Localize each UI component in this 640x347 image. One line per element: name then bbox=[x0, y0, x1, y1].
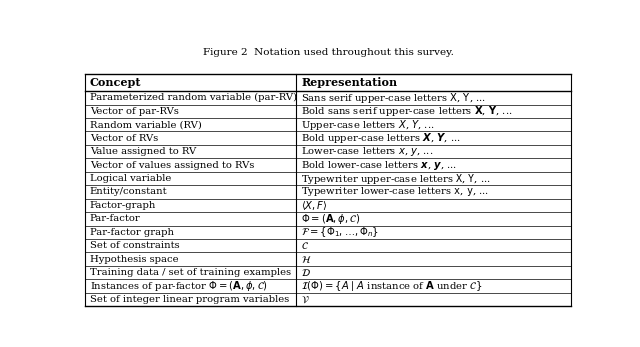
Text: Typewriter upper-case letters $\mathtt{X}$, $\mathtt{Y}$, ...: Typewriter upper-case letters $\mathtt{X… bbox=[301, 171, 491, 186]
Text: Vector of par-RVs: Vector of par-RVs bbox=[90, 107, 179, 116]
Text: Vector of RVs: Vector of RVs bbox=[90, 134, 158, 143]
Text: Random variable (RV): Random variable (RV) bbox=[90, 120, 202, 129]
Text: Vector of values assigned to RVs: Vector of values assigned to RVs bbox=[90, 161, 254, 170]
Text: Par-factor: Par-factor bbox=[90, 214, 141, 223]
Text: Sans serif upper-case letters $\mathsf{X}$, $\mathsf{Y}$, ...: Sans serif upper-case letters $\mathsf{X… bbox=[301, 91, 486, 105]
Text: Concept: Concept bbox=[90, 77, 141, 88]
Text: Lower-case letters $x$, $y$, ...: Lower-case letters $x$, $y$, ... bbox=[301, 145, 434, 158]
Text: Bold sans serif upper-case letters $\mathbf{X}$, $\mathbf{Y}$, ...: Bold sans serif upper-case letters $\mat… bbox=[301, 104, 513, 118]
Text: Representation: Representation bbox=[301, 77, 397, 88]
Text: $\mathcal{C}$: $\mathcal{C}$ bbox=[301, 240, 309, 251]
Text: $\mathcal{H}$: $\mathcal{H}$ bbox=[301, 254, 312, 265]
Text: $\mathcal{I}(\Phi) = \{A \mid A$ instance of $\mathbf{A}$ under $\mathcal{C}\}$: $\mathcal{I}(\Phi) = \{A \mid A$ instanc… bbox=[301, 279, 483, 293]
Text: $\mathcal{D}$: $\mathcal{D}$ bbox=[301, 267, 311, 278]
Text: $\langle X, F\rangle$: $\langle X, F\rangle$ bbox=[301, 199, 328, 212]
Text: Instances of par-factor $\Phi = (\mathbf{A}, \phi, \mathcal{C})$: Instances of par-factor $\Phi = (\mathbf… bbox=[90, 279, 268, 293]
Text: $\mathcal{F} = \{\Phi_1, \ldots, \Phi_n\}$: $\mathcal{F} = \{\Phi_1, \ldots, \Phi_n\… bbox=[301, 225, 380, 239]
Text: Parameterized random variable (par-RV): Parameterized random variable (par-RV) bbox=[90, 93, 297, 102]
Text: Typewriter lower-case letters $\mathtt{x}$, $\mathtt{y}$, ...: Typewriter lower-case letters $\mathtt{x… bbox=[301, 185, 490, 198]
Text: Factor-graph: Factor-graph bbox=[90, 201, 156, 210]
Text: Hypothesis space: Hypothesis space bbox=[90, 255, 179, 264]
Text: Logical variable: Logical variable bbox=[90, 174, 172, 183]
Text: $\mathcal{V}$: $\mathcal{V}$ bbox=[301, 294, 310, 305]
Text: Value assigned to RV: Value assigned to RV bbox=[90, 147, 196, 156]
Text: $\Phi = (\mathbf{A}, \phi, \mathcal{C})$: $\Phi = (\mathbf{A}, \phi, \mathcal{C})$ bbox=[301, 212, 361, 226]
Text: Par-factor graph: Par-factor graph bbox=[90, 228, 174, 237]
Text: Set of integer linear program variables: Set of integer linear program variables bbox=[90, 295, 289, 304]
Text: Bold lower-case letters $\boldsymbol{x}$, $\boldsymbol{y}$, ...: Bold lower-case letters $\boldsymbol{x}$… bbox=[301, 159, 458, 171]
Text: Set of constraints: Set of constraints bbox=[90, 241, 180, 250]
Text: Figure 2  Notation used throughout this survey.: Figure 2 Notation used throughout this s… bbox=[203, 48, 453, 57]
Text: Training data / set of training examples: Training data / set of training examples bbox=[90, 268, 291, 277]
Text: Upper-case letters $X$, $Y$, ...: Upper-case letters $X$, $Y$, ... bbox=[301, 118, 435, 132]
Text: Entity/constant: Entity/constant bbox=[90, 187, 168, 196]
Text: Bold upper-case letters $\boldsymbol{X}$, $\boldsymbol{Y}$, ...: Bold upper-case letters $\boldsymbol{X}$… bbox=[301, 131, 461, 145]
